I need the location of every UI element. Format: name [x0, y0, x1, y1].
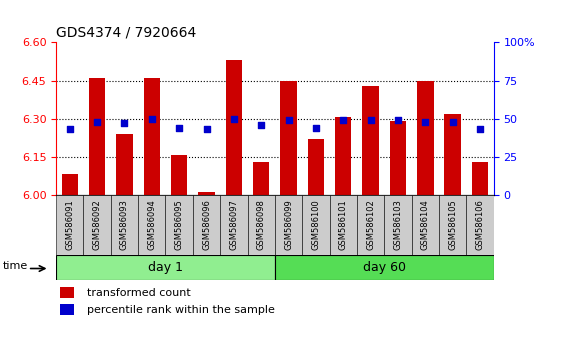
Bar — [198, 192, 215, 195]
Text: GSM586096: GSM586096 — [202, 199, 211, 250]
Text: percentile rank within the sample: percentile rank within the sample — [87, 305, 274, 315]
Bar — [165, 195, 193, 255]
Text: time: time — [3, 261, 28, 271]
Bar — [111, 195, 138, 255]
Bar — [56, 255, 275, 280]
Point — [448, 119, 457, 125]
Bar — [247, 195, 275, 255]
Point — [65, 126, 74, 132]
Text: GSM586106: GSM586106 — [476, 199, 485, 250]
Text: GDS4374 / 7920664: GDS4374 / 7920664 — [56, 26, 196, 40]
Bar — [444, 114, 461, 195]
Bar — [84, 195, 111, 255]
Bar — [417, 80, 434, 195]
Text: GSM586093: GSM586093 — [120, 199, 129, 250]
Text: transformed count: transformed count — [87, 287, 191, 298]
Bar — [307, 139, 324, 195]
Bar — [171, 155, 187, 195]
Bar — [357, 195, 384, 255]
Text: GSM586100: GSM586100 — [311, 199, 320, 250]
Point — [93, 119, 102, 125]
Point — [311, 125, 320, 131]
Bar — [116, 134, 132, 195]
Bar — [472, 162, 488, 195]
Point — [202, 126, 211, 132]
Bar — [412, 195, 439, 255]
Bar — [280, 80, 297, 195]
Text: GSM586101: GSM586101 — [339, 199, 348, 250]
Bar — [138, 195, 165, 255]
Bar — [275, 255, 494, 280]
Bar — [61, 287, 75, 298]
Text: GSM586104: GSM586104 — [421, 199, 430, 250]
Bar — [89, 78, 105, 195]
Bar — [302, 195, 329, 255]
Bar — [390, 121, 406, 195]
Text: GSM586094: GSM586094 — [148, 199, 157, 250]
Point — [393, 117, 402, 123]
Point — [257, 122, 266, 127]
Point — [174, 125, 183, 131]
Bar — [220, 195, 247, 255]
Text: GSM586098: GSM586098 — [257, 199, 266, 250]
Bar — [56, 195, 84, 255]
Bar — [275, 195, 302, 255]
Text: GSM586097: GSM586097 — [229, 199, 238, 250]
Point — [339, 117, 348, 123]
Bar — [253, 162, 269, 195]
Text: day 1: day 1 — [148, 261, 183, 274]
Bar — [384, 195, 412, 255]
Bar — [439, 195, 466, 255]
Text: GSM586103: GSM586103 — [393, 199, 402, 250]
Point — [366, 117, 375, 123]
Bar — [330, 195, 357, 255]
Text: GSM586092: GSM586092 — [93, 199, 102, 250]
Bar — [193, 195, 220, 255]
Bar — [466, 195, 494, 255]
Point — [120, 120, 129, 126]
Bar — [362, 86, 379, 195]
Point — [476, 126, 485, 132]
Bar — [335, 117, 351, 195]
Point — [148, 116, 157, 121]
Text: day 60: day 60 — [363, 261, 406, 274]
Bar — [226, 60, 242, 195]
Point — [421, 119, 430, 125]
Point — [284, 117, 293, 123]
Text: GSM586102: GSM586102 — [366, 199, 375, 250]
Bar — [61, 304, 75, 315]
Bar — [62, 175, 78, 195]
Text: GSM586091: GSM586091 — [65, 199, 74, 250]
Text: GSM586099: GSM586099 — [284, 199, 293, 250]
Text: GSM586105: GSM586105 — [448, 199, 457, 250]
Bar — [144, 78, 160, 195]
Point — [229, 116, 238, 121]
Text: GSM586095: GSM586095 — [174, 199, 183, 250]
